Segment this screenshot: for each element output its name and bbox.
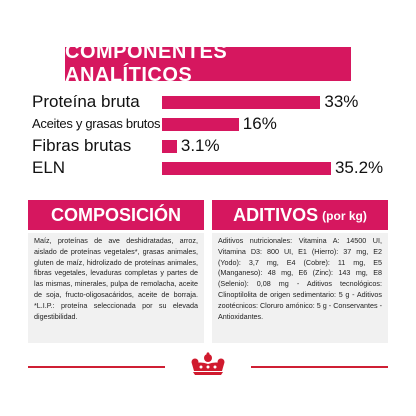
row-value: 16%: [242, 114, 277, 133]
row-bar: [162, 140, 177, 153]
royal-canin-crown-logo: [191, 352, 225, 375]
analytics-row-eln: ELN 35.2%: [0, 157, 416, 179]
row-label: Proteína bruta: [32, 92, 140, 111]
additives-subtitle: (por kg): [322, 209, 367, 223]
additives-title: ADITIVOS: [233, 204, 319, 225]
row-label: ELN: [32, 158, 66, 177]
additives-panel: Aditivos nutricionales: Vitamina A: 1450…: [212, 233, 388, 343]
analytics-row-fiber: Fibras brutas 3.1%: [0, 135, 416, 157]
row-value: 33%: [324, 92, 359, 111]
footer-divider-right: [251, 366, 388, 368]
row-bar: [162, 162, 331, 175]
composition-text: Maíz, proteínas de ave deshidratadas, ar…: [34, 236, 198, 321]
analytics-row-fat: Aceites y grasas brutos 16%: [0, 113, 416, 135]
composition-header: COMPOSICIÓN: [28, 200, 204, 230]
analytics-row-protein: Proteína bruta 33%: [0, 91, 416, 113]
additives-text: Aditivos nutricionales: Vitamina A: 1450…: [218, 236, 382, 321]
row-bar: [162, 118, 239, 131]
row-value: 35.2%: [334, 158, 384, 177]
footer-divider-left: [28, 366, 165, 368]
additives-header: ADITIVOS (por kg): [212, 200, 388, 230]
composition-panel: Maíz, proteínas de ave deshidratadas, ar…: [28, 233, 204, 343]
row-label: Aceites y grasas brutos: [32, 116, 161, 131]
row-bar: [162, 96, 321, 109]
row-value: 3.1%: [180, 136, 220, 155]
row-label: Fibras brutas: [32, 136, 132, 155]
composition-title: COMPOSICIÓN: [50, 204, 181, 225]
analytics-title-banner: COMPONENTES ANALÍTICOS: [65, 41, 351, 86]
analytics-title: COMPONENTES ANALÍTICOS: [65, 41, 228, 86]
